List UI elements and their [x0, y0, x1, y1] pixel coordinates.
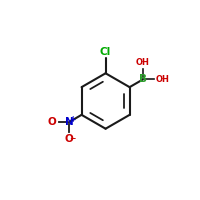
Text: N: N	[65, 117, 73, 127]
Text: B: B	[139, 74, 147, 84]
Text: −: −	[69, 134, 75, 143]
Text: +: +	[69, 115, 75, 124]
Text: OH: OH	[155, 75, 169, 84]
Text: O: O	[48, 117, 57, 127]
Text: O: O	[65, 134, 73, 144]
Text: OH: OH	[136, 58, 150, 67]
Text: Cl: Cl	[100, 47, 111, 57]
